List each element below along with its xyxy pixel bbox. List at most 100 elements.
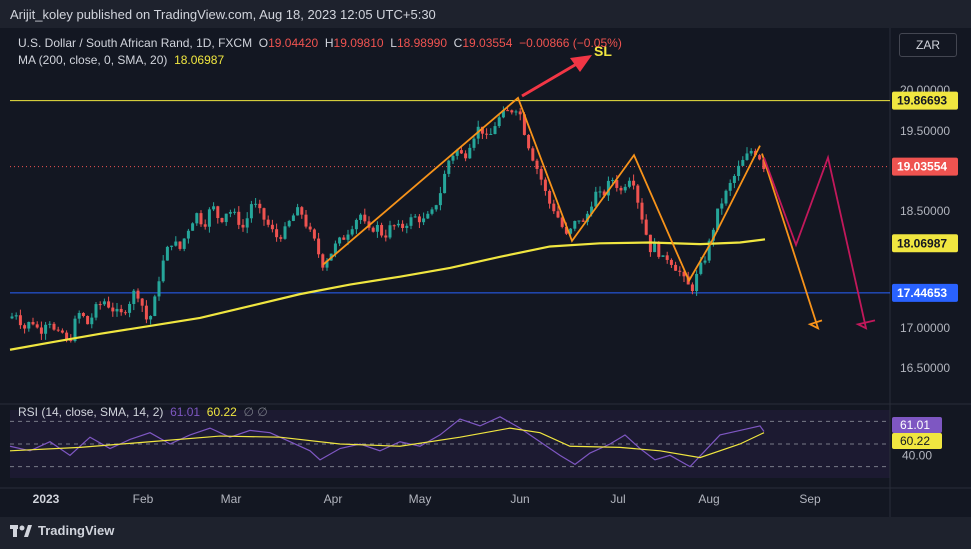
brand-name: TradingView: [38, 523, 115, 538]
rsi-value: 61.01: [170, 405, 201, 419]
candle-body: [598, 191, 602, 193]
close-value: 19.03554: [462, 36, 513, 50]
ma-price-badge: [892, 234, 958, 253]
candle-body: [317, 238, 321, 255]
candle-body: [266, 219, 270, 225]
time-tick-label: May: [409, 492, 432, 506]
candle-body: [178, 241, 182, 249]
footer-bar: [0, 517, 971, 549]
ma-value: 18.06987: [174, 53, 225, 67]
candle-body: [758, 155, 762, 160]
candle-body: [191, 223, 195, 231]
resistance-price-badge: [892, 91, 958, 110]
candle-body: [111, 307, 115, 312]
candle-body: [27, 322, 31, 329]
candle-body: [762, 159, 766, 169]
candle-body: [359, 214, 363, 220]
currency-button[interactable]: ZAR: [899, 33, 957, 57]
candle-body: [14, 315, 18, 317]
candle-body: [497, 117, 501, 127]
support-price-label: 17.44653: [897, 286, 947, 300]
candle-body: [119, 308, 123, 313]
candle-body: [409, 217, 413, 226]
candle-body: [342, 237, 346, 240]
candle-body: [308, 226, 312, 230]
price-tick-label: 18.50000: [900, 204, 950, 218]
candle-body: [711, 229, 715, 241]
candle-body: [98, 304, 102, 306]
candle-body: [350, 229, 354, 235]
candle-body: [665, 255, 669, 260]
candle-body: [312, 229, 316, 239]
pattern-drawing: [322, 96, 876, 331]
low-value: 18.98990: [396, 36, 447, 50]
time-tick-label: Aug: [698, 492, 719, 506]
candle-body: [459, 150, 463, 154]
low-label: L: [390, 36, 397, 50]
high-label: H: [324, 36, 334, 50]
candle-body: [279, 237, 283, 239]
last-price-label: 19.03554: [897, 160, 947, 174]
tradingview-logo[interactable]: TradingView: [10, 523, 114, 538]
candle-body: [60, 330, 64, 333]
candle-body: [35, 324, 39, 328]
candle-body: [472, 138, 476, 148]
ma-line: [9, 238, 766, 351]
time-tick-label: Jun: [510, 492, 529, 506]
candle-body: [527, 134, 531, 149]
candle-body: [401, 223, 405, 228]
moving-average: [9, 238, 766, 351]
candle-body: [233, 211, 237, 213]
candle-body: [144, 305, 148, 320]
candle-body: [115, 308, 119, 312]
candle-body: [354, 219, 358, 230]
rsi-value-badge: [892, 417, 942, 433]
candle-body: [203, 224, 207, 227]
candle-body: [707, 240, 711, 261]
candle-body: [224, 213, 228, 223]
legend-line-1: U.S. Dollar / South African Rand, 1D, FX…: [18, 36, 622, 50]
candle-body: [640, 202, 644, 220]
candle-body: [690, 284, 694, 292]
candle-body: [275, 229, 279, 238]
sl-label: SL: [594, 43, 612, 59]
candle-body: [128, 303, 132, 313]
candle-body: [745, 153, 749, 160]
candle-body: [291, 215, 295, 221]
rsi-pane: [9, 416, 765, 468]
time-tick-label: Mar: [221, 492, 242, 506]
candle-body: [212, 206, 216, 210]
candle-body: [44, 324, 48, 334]
candle-body: [468, 147, 472, 159]
horizontal-levels: [10, 100, 890, 294]
candle-body: [388, 225, 392, 238]
candle-body: [615, 180, 619, 188]
candle-body: [371, 227, 375, 232]
sl-annotation: SL: [521, 43, 612, 98]
candle-body: [732, 175, 736, 183]
ma-label: MA (200, close, 0, SMA, 20): [18, 53, 168, 67]
candle-body: [86, 316, 90, 325]
candle-body: [195, 213, 199, 224]
candle-body: [539, 168, 543, 180]
candle-body: [741, 159, 745, 166]
candle-body: [581, 220, 585, 222]
candle-body: [661, 255, 665, 257]
last-price-badge: [892, 157, 958, 176]
candle-body: [136, 290, 140, 299]
rsi-extra: ∅ ∅: [243, 405, 268, 419]
candle-body: [165, 246, 169, 261]
candle-body: [48, 323, 52, 325]
sl-arrow-head: [570, 55, 592, 72]
candle-body: [443, 173, 447, 194]
candle-body: [132, 290, 136, 304]
candle-body: [489, 134, 493, 136]
candle-body: [577, 220, 581, 222]
candle-body: [716, 208, 720, 230]
candle-body: [518, 111, 522, 115]
candle-body: [564, 226, 568, 234]
candle-body: [270, 224, 274, 230]
candle-body: [653, 242, 657, 253]
price-tick-label: 17.00000: [900, 321, 950, 335]
